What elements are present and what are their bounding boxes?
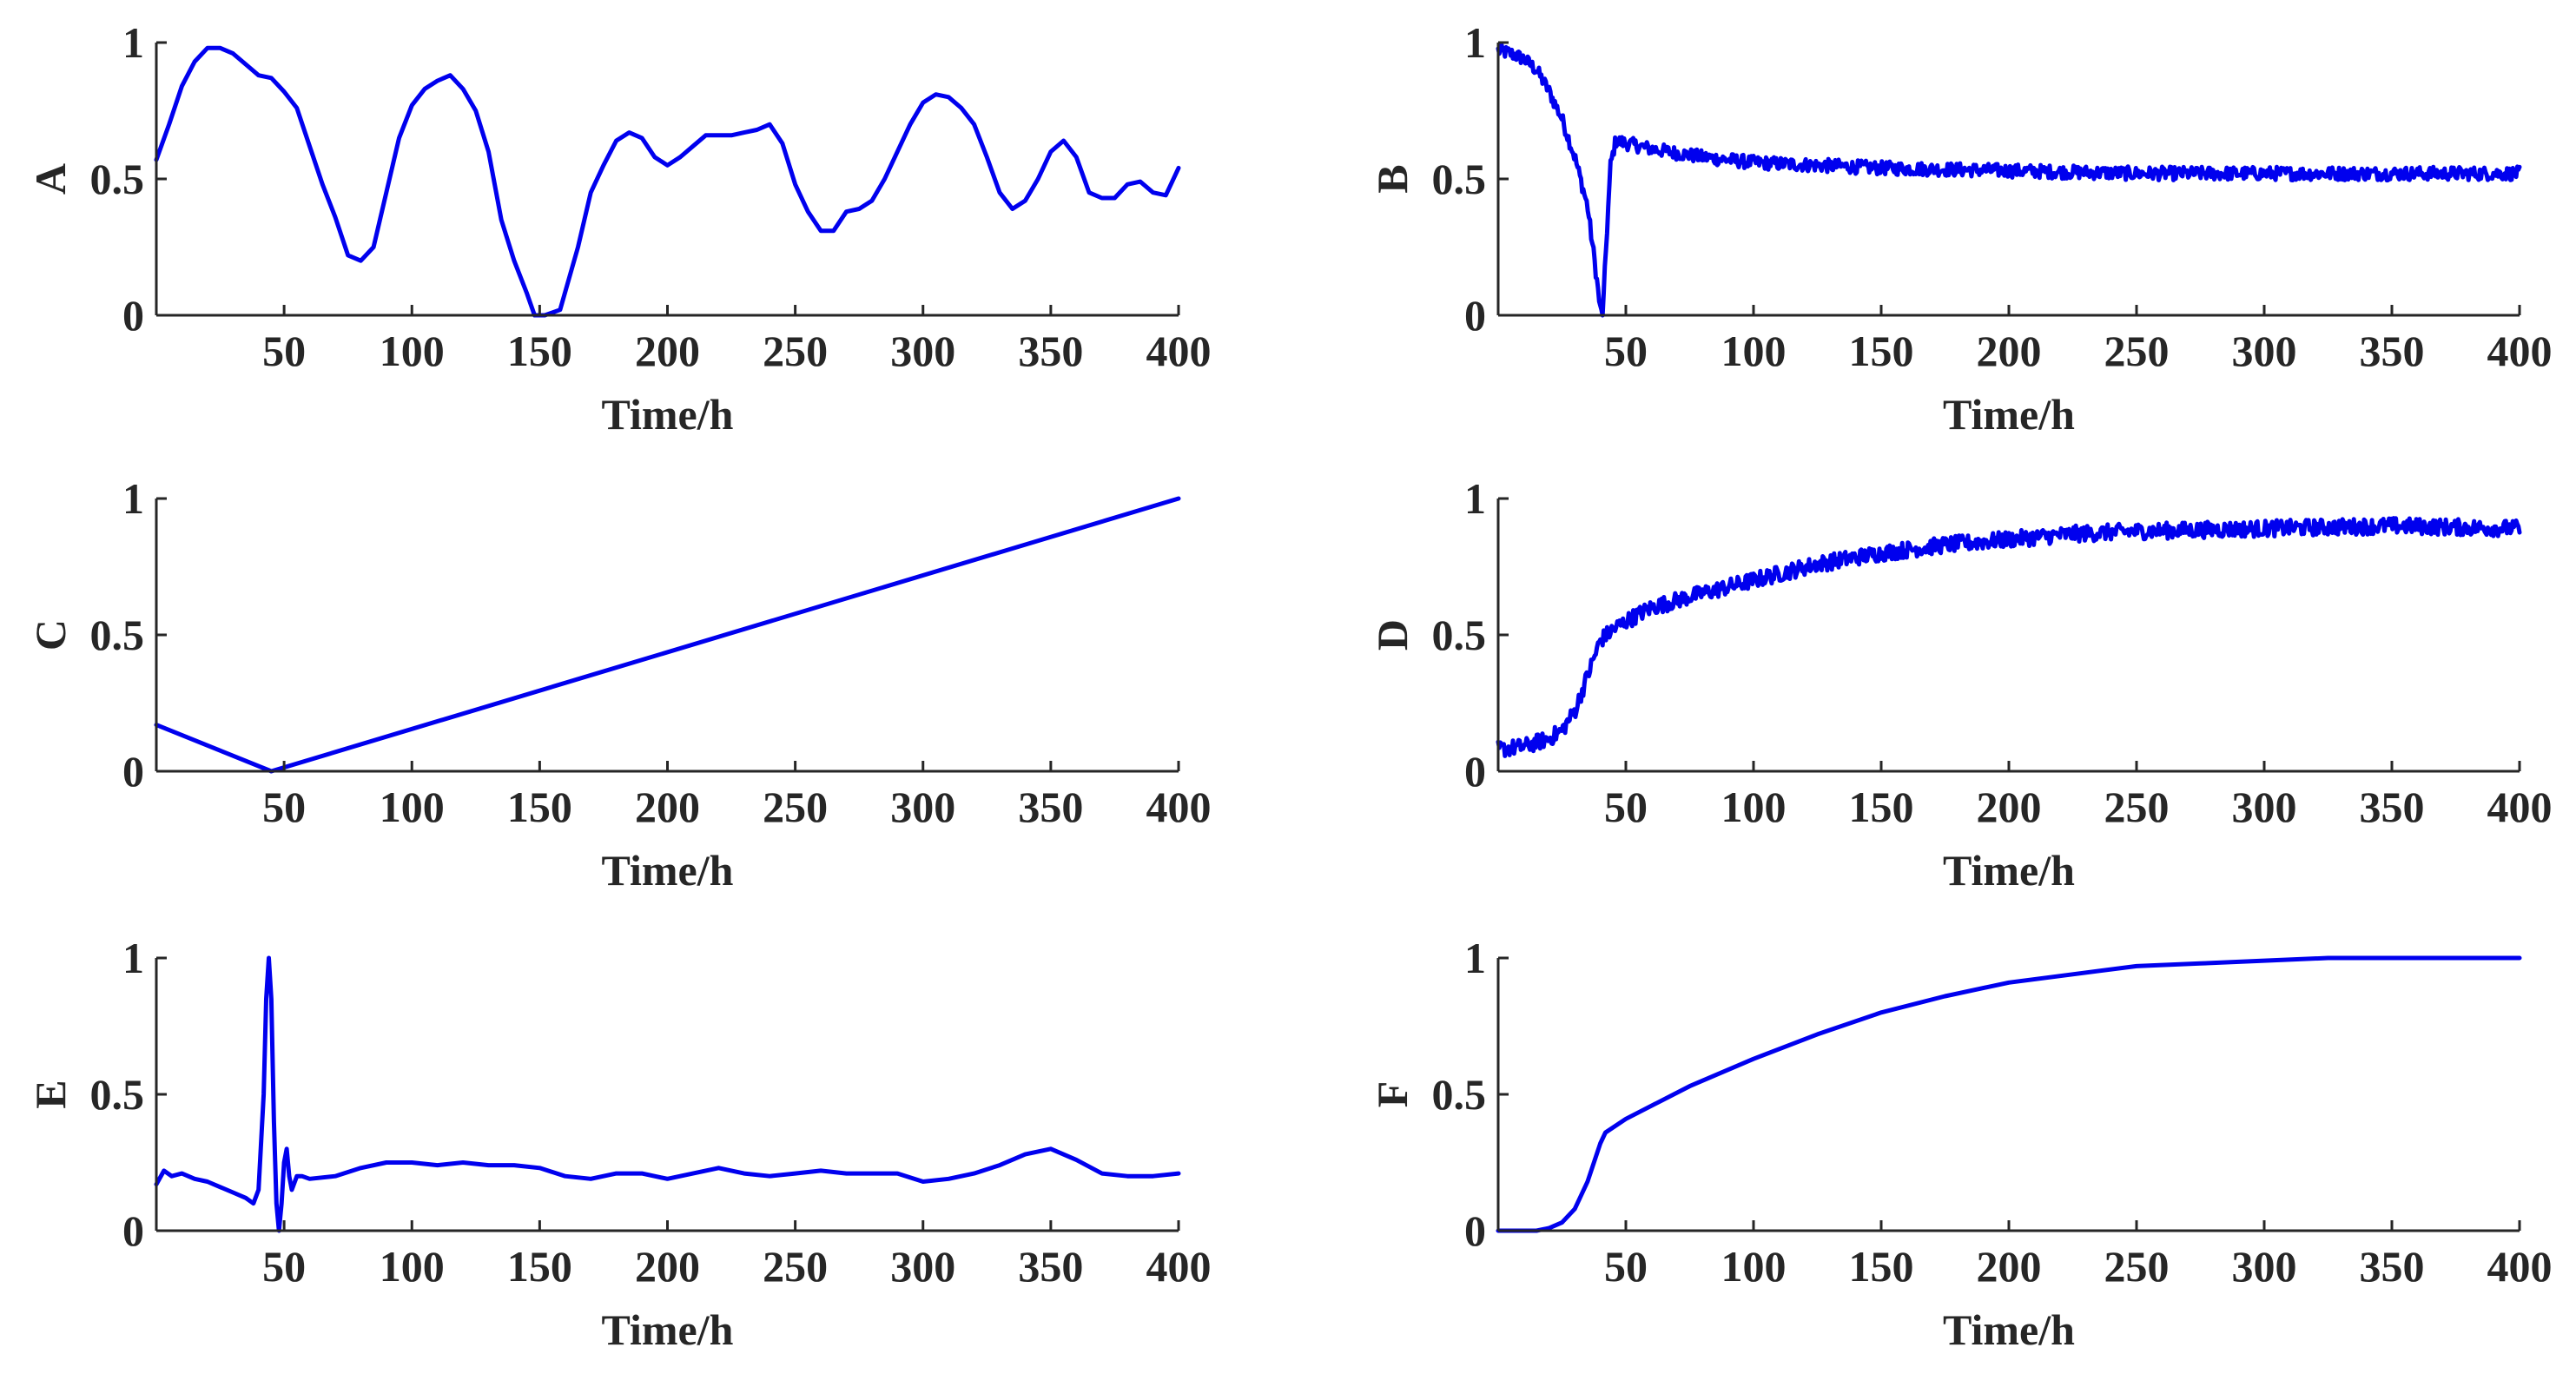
y-tick-label: 1 [122, 934, 144, 982]
x-tick-label: 150 [507, 327, 572, 375]
x-tick-label: 400 [1146, 783, 1212, 831]
y-axis-label: B [1368, 164, 1417, 193]
series-line-d [1496, 516, 2522, 758]
x-tick-label: 150 [507, 783, 572, 831]
subplot-b: 50 100 150 200 250 300 350 400 0 0.5 1 Time/h B [1368, 18, 2553, 439]
x-tick-label: 100 [380, 783, 445, 831]
y-axis-label: D [1368, 619, 1417, 651]
x-axis-label: Time/h [1943, 1305, 2075, 1354]
x-tick-label: 300 [2232, 327, 2297, 375]
y-axis-label: E [26, 1080, 75, 1108]
x-tick-label: 350 [1018, 783, 1083, 831]
x-tick-label: 400 [1146, 1242, 1212, 1291]
x-tick-label: 250 [763, 783, 828, 831]
x-tick-label: 100 [1721, 1242, 1787, 1291]
y-tick-label: 0.5 [90, 1070, 145, 1119]
x-tick-label: 50 [1604, 783, 1648, 831]
x-tick-label: 350 [1018, 327, 1083, 375]
x-tick-label: 300 [2232, 783, 2297, 831]
y-tick-label: 1 [1464, 474, 1486, 523]
x-tick-label: 350 [2360, 1242, 2425, 1291]
x-tick-label: 400 [2487, 783, 2553, 831]
y-tick-label: 1 [122, 18, 144, 67]
subplot-d: 50 100 150 200 250 300 350 400 0 0.5 1 Time/h D [1368, 474, 2553, 895]
x-tick-label: 300 [890, 783, 955, 831]
x-tick-label: 250 [763, 327, 828, 375]
x-axis-label: Time/h [602, 1305, 734, 1354]
x-tick-label: 350 [2360, 327, 2425, 375]
x-tick-label: 150 [1849, 783, 1914, 831]
y-tick-label: 0.5 [1432, 155, 1487, 203]
x-tick-label: 300 [890, 1242, 955, 1291]
x-tick-label: 200 [635, 327, 700, 375]
x-tick-label: 250 [2104, 783, 2170, 831]
y-tick-label: 0 [1464, 747, 1486, 796]
x-tick-label: 350 [1018, 1242, 1083, 1291]
x-tick-label: 250 [2104, 327, 2170, 375]
x-tick-label: 150 [507, 1242, 572, 1291]
series-line-c [154, 496, 1181, 774]
y-axis-label: A [26, 163, 75, 195]
x-tick-label: 50 [262, 783, 306, 831]
x-tick-label: 350 [2360, 783, 2425, 831]
x-tick-label: 100 [1721, 327, 1787, 375]
x-axis-label: Time/h [1943, 846, 2075, 895]
y-axis-label: F [1368, 1081, 1417, 1108]
x-tick-label: 200 [635, 1242, 700, 1291]
y-axis-label: C [26, 619, 75, 651]
series-line-b [1496, 43, 2522, 318]
y-tick-label: 1 [1464, 934, 1486, 982]
x-axis-label: Time/h [602, 390, 734, 439]
x-tick-label: 100 [380, 327, 445, 375]
x-tick-label: 150 [1849, 327, 1914, 375]
x-tick-label: 300 [890, 327, 955, 375]
y-tick-label: 1 [1464, 18, 1486, 67]
x-axis-label: Time/h [602, 846, 734, 895]
y-tick-label: 0 [122, 1206, 144, 1255]
x-tick-label: 200 [635, 783, 700, 831]
y-tick-label: 1 [122, 474, 144, 523]
y-tick-label: 0 [1464, 1206, 1486, 1255]
subplot-c: 50 100 150 200 250 300 350 400 0 0.5 1 Time/h C [26, 474, 1212, 895]
x-tick-label: 400 [1146, 327, 1212, 375]
y-tick-label: 0.5 [90, 155, 145, 203]
y-tick-label: 0.5 [1432, 611, 1487, 659]
series-line-e [154, 955, 1181, 1233]
subplot-f: 50 100 150 200 250 300 350 400 0 0.5 1 Time/h F [1368, 934, 2553, 1354]
subplot-a: 50 100 150 200 250 300 350 400 0 0.5 1 Time/h A [26, 18, 1212, 439]
x-tick-label: 50 [1604, 1242, 1648, 1291]
x-tick-label: 100 [1721, 783, 1787, 831]
x-tick-label: 50 [262, 327, 306, 375]
series-line-f [1496, 955, 2522, 1233]
y-tick-label: 0.5 [90, 611, 145, 659]
x-tick-label: 200 [1977, 1242, 2042, 1291]
x-tick-label: 250 [2104, 1242, 2170, 1291]
x-tick-label: 50 [1604, 327, 1648, 375]
series-line-a [154, 45, 1181, 318]
x-tick-label: 100 [380, 1242, 445, 1291]
x-tick-label: 250 [763, 1242, 828, 1291]
x-tick-label: 200 [1977, 327, 2042, 375]
x-tick-label: 400 [2487, 327, 2553, 375]
y-tick-label: 0 [122, 291, 144, 340]
x-tick-label: 200 [1977, 783, 2042, 831]
x-tick-label: 400 [2487, 1242, 2553, 1291]
x-tick-label: 50 [262, 1242, 306, 1291]
x-tick-label: 300 [2232, 1242, 2297, 1291]
y-tick-label: 0 [1464, 291, 1486, 340]
x-tick-label: 150 [1849, 1242, 1914, 1291]
y-tick-label: 0.5 [1432, 1070, 1487, 1119]
x-axis-label: Time/h [1943, 390, 2075, 439]
y-tick-label: 0 [122, 747, 144, 796]
subplot-e: 50 100 150 200 250 300 350 400 0 0.5 1 Time/h E [26, 934, 1212, 1354]
